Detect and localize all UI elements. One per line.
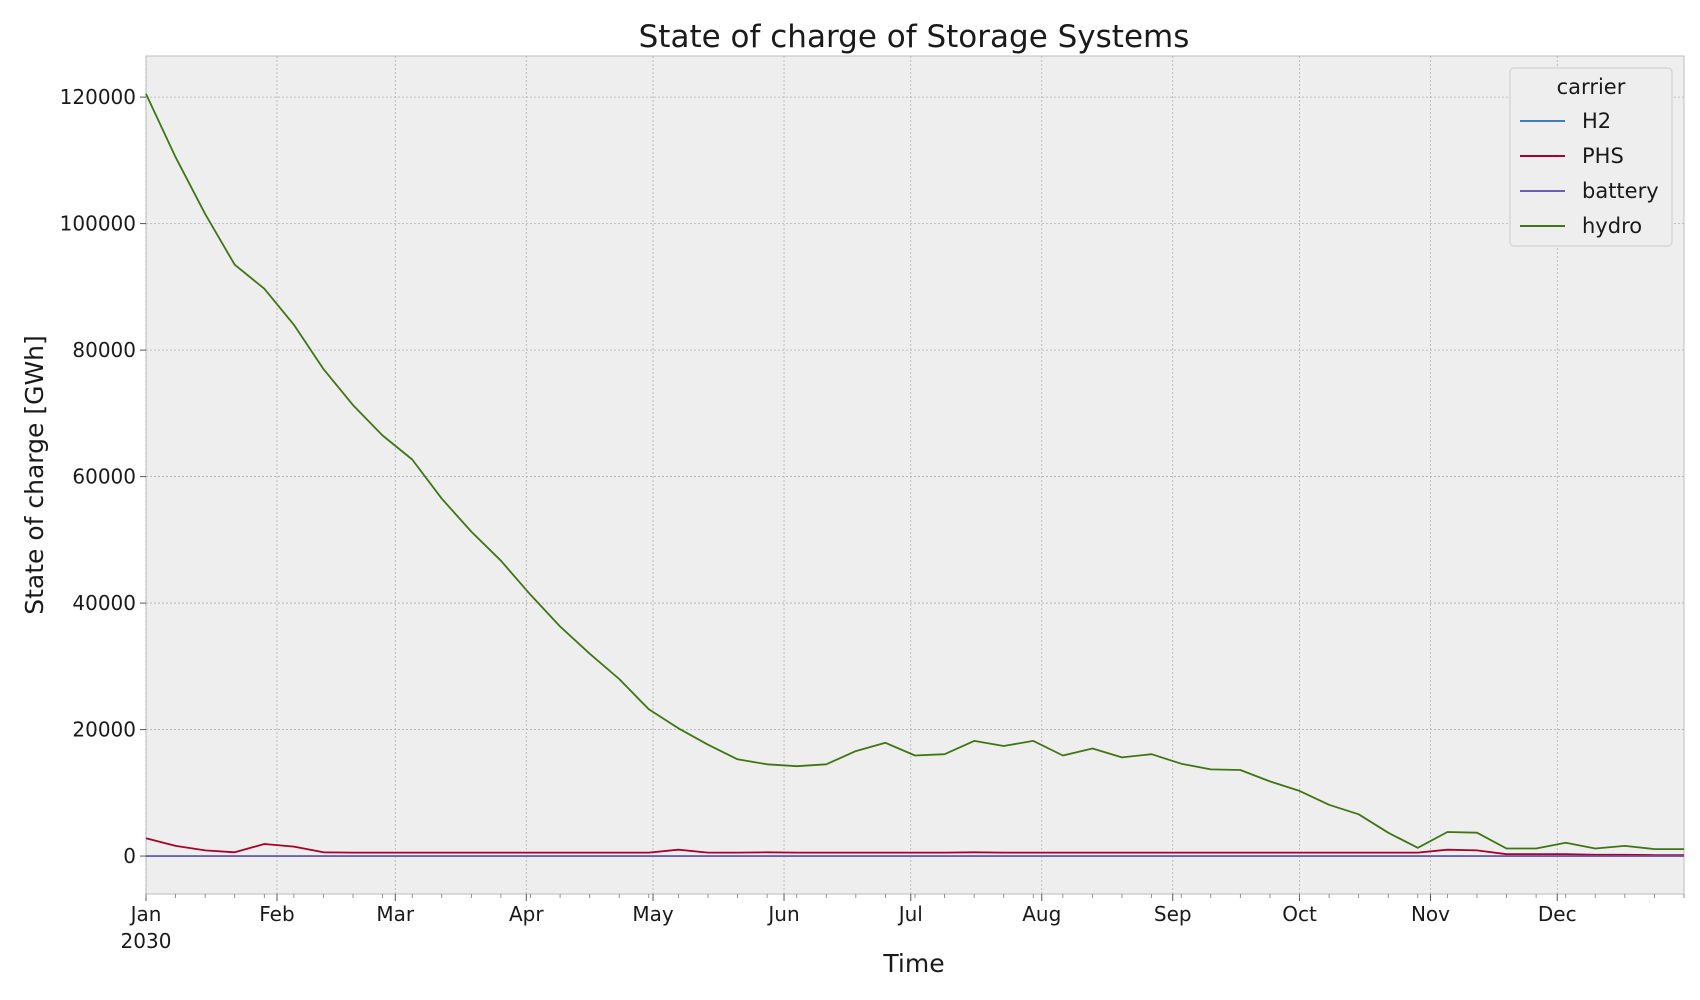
- x-tick-label: Jul: [897, 902, 923, 926]
- x-tick-label: Oct: [1282, 902, 1317, 926]
- x-tick-label: Nov: [1411, 902, 1450, 926]
- chart-title: State of charge of Storage Systems: [639, 19, 1190, 55]
- y-tick-label: 0: [123, 844, 136, 868]
- x-axis: Jan 2030 Feb Mar Apr May Jun Jul Aug Sep Oct Nov Dec: [121, 894, 1685, 953]
- y-axis-label: State of charge [GWh]: [20, 335, 49, 615]
- x-tick-label: Mar: [376, 902, 415, 926]
- grid: [145, 56, 1684, 894]
- y-tick-label: 80000: [72, 338, 136, 362]
- x-tick-sublabel: 2030: [121, 929, 172, 953]
- series-line-phs: [145, 837, 1684, 856]
- x-tick-label: Jan: [129, 902, 162, 926]
- y-tick-label: 120000: [60, 85, 136, 109]
- legend-title: carrier: [1557, 75, 1626, 99]
- x-tick-label: Aug: [1022, 902, 1061, 926]
- y-tick-label: 20000: [72, 718, 136, 742]
- legend: carrier H2 PHS battery hydro: [1509, 67, 1673, 247]
- x-tick-label: Feb: [259, 902, 294, 926]
- plot-area: [145, 55, 1685, 895]
- legend-box: [1509, 67, 1673, 247]
- x-tick-label: Dec: [1538, 902, 1577, 926]
- y-tick-label: 60000: [72, 465, 136, 489]
- series-lines: [145, 93, 1684, 857]
- x-tick-label: Jun: [766, 902, 799, 926]
- legend-label-battery: battery: [1582, 179, 1659, 203]
- x-tick-label: Sep: [1154, 902, 1192, 926]
- x-tick-label: May: [632, 902, 674, 926]
- y-axis: 0 20000 40000 60000 80000 100000 120000: [60, 85, 146, 868]
- x-axis-label: Time: [882, 949, 944, 978]
- y-tick-label: 100000: [60, 212, 136, 236]
- legend-label-hydro: hydro: [1582, 214, 1642, 238]
- legend-label-phs: PHS: [1582, 144, 1624, 168]
- y-tick-label: 40000: [72, 591, 136, 615]
- x-tick-label: Apr: [509, 902, 544, 926]
- series-line-hydro: [145, 93, 1684, 850]
- legend-label-h2: H2: [1582, 109, 1611, 133]
